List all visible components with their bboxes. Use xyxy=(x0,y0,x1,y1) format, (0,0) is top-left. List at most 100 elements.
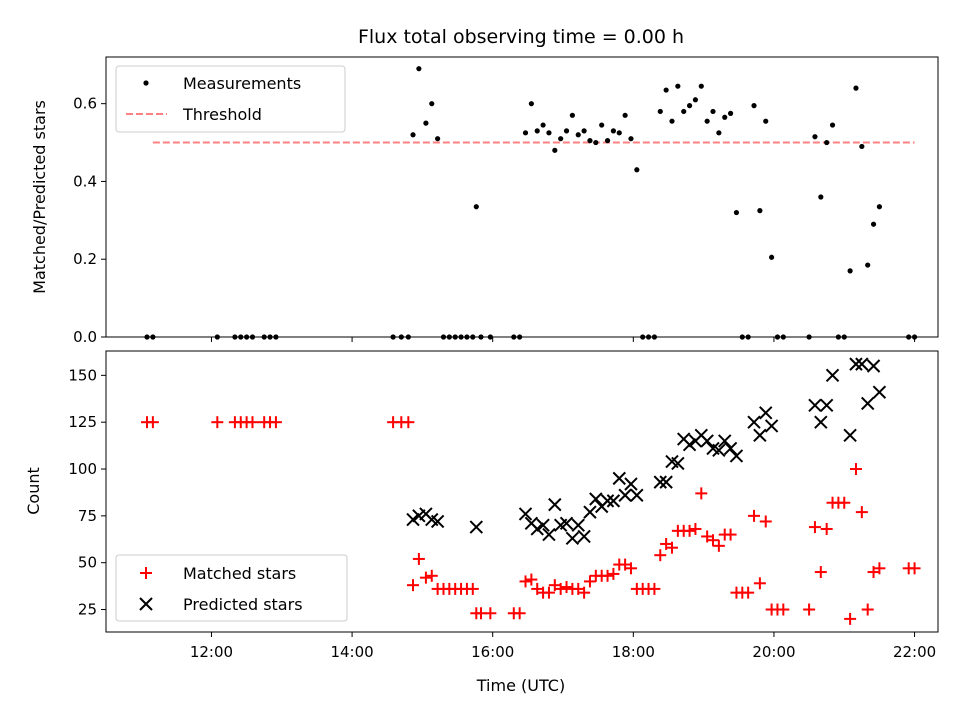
measurement-point xyxy=(464,334,470,340)
legend-predicted-label: Predicted stars xyxy=(183,595,303,614)
measurement-point xyxy=(522,130,529,136)
measurement-point xyxy=(806,334,812,340)
x-tick-label: 22:00 xyxy=(893,643,936,661)
x-axis-label: Time (UTC) xyxy=(476,676,565,695)
measurement-point xyxy=(575,132,581,138)
matched-star-point xyxy=(683,524,696,537)
predicted-star-point xyxy=(612,471,626,486)
measurement-point xyxy=(487,334,493,340)
measurement-point xyxy=(440,334,447,340)
measurement-point xyxy=(249,334,256,340)
measurement-point xyxy=(681,108,687,115)
matched-star-point xyxy=(808,521,821,534)
measurement-point xyxy=(829,122,836,128)
predicted-star-point xyxy=(855,357,869,371)
matched-star-point xyxy=(777,603,790,616)
measurement-point xyxy=(818,194,824,200)
measurement-point xyxy=(150,334,156,340)
measurement-point xyxy=(416,66,422,72)
matched-star-point xyxy=(759,515,772,528)
measurement-point xyxy=(511,334,517,340)
predicted-star-point xyxy=(536,518,550,532)
matched-star-point xyxy=(689,522,702,535)
measurement-point xyxy=(610,128,617,134)
measurement-point xyxy=(841,334,847,340)
predicted-star-point xyxy=(819,398,834,413)
count-y-tick-label: 25 xyxy=(78,601,97,619)
legend-threshold-label: Threshold xyxy=(182,105,262,124)
matched-star-point xyxy=(844,612,857,625)
measurement-point xyxy=(144,334,150,340)
matched-star-point xyxy=(712,539,725,552)
chart-title: Flux total observing time = 0.00 h xyxy=(358,26,684,48)
predicted-star-point xyxy=(559,516,574,531)
measurement-point xyxy=(214,334,220,340)
legend-matched-label: Matched stars xyxy=(183,564,296,583)
count-y-axis-label: Count xyxy=(24,467,43,515)
measurement-point xyxy=(622,112,628,118)
predicted-star-point xyxy=(747,415,761,429)
x-tick-label: 16:00 xyxy=(471,643,514,661)
matched-star-point xyxy=(525,573,538,586)
ratio-y-tick-label: 0.0 xyxy=(73,328,97,346)
ratio-legend: Measurements Threshold xyxy=(115,65,346,133)
measurement-point xyxy=(692,97,699,103)
predicted-star-point xyxy=(843,428,857,443)
matched-star-point xyxy=(554,582,567,595)
matched-star-point xyxy=(425,569,438,582)
matched-star-point xyxy=(601,569,614,582)
measurement-point xyxy=(478,334,484,340)
matched-star-point xyxy=(820,522,833,535)
predicted-star-point xyxy=(872,385,887,399)
ratio-panel: 0.0 0.2 0.4 0.6 Matched/Predicted stars Mea… xyxy=(30,56,939,346)
measurement-point xyxy=(911,334,918,340)
measurement-point xyxy=(663,87,669,93)
predicted-star-point xyxy=(583,505,597,519)
measurement-point xyxy=(534,128,540,134)
measurement-point xyxy=(751,103,757,109)
measurement-point xyxy=(616,130,622,136)
x-tick-label: 18:00 xyxy=(612,643,655,661)
count-y-tick-label: 100 xyxy=(68,460,97,478)
legend-matched-marker xyxy=(140,567,152,579)
matched-star-point xyxy=(724,528,737,541)
count-legend: Matched stars Predicted stars xyxy=(115,554,348,622)
measurement-point xyxy=(470,334,476,340)
predicted-star-point xyxy=(606,494,621,508)
measurement-point xyxy=(634,167,640,173)
measurement-point xyxy=(651,334,658,340)
matched-star-point xyxy=(742,586,755,599)
matched-star-point xyxy=(607,567,620,580)
matched-star-point xyxy=(849,463,862,476)
legend-predicted-marker xyxy=(139,597,153,611)
measurement-point xyxy=(261,334,267,340)
matched-star-point xyxy=(466,582,479,595)
matched-star-point xyxy=(873,562,886,575)
predicted-star-point xyxy=(808,398,822,413)
measurement-point xyxy=(859,143,865,150)
ratio-y-tick-label: 0.6 xyxy=(73,95,97,113)
legend-measurements-label: Measurements xyxy=(183,74,301,93)
measurement-point xyxy=(733,209,740,216)
predicted-star-point xyxy=(729,449,744,463)
predicted-star-point xyxy=(866,359,881,373)
measurement-point xyxy=(452,334,458,340)
matched-star-point xyxy=(146,416,159,429)
measurement-point xyxy=(540,122,546,128)
measurement-point xyxy=(244,334,250,340)
count-y-tick-label: 75 xyxy=(78,507,97,525)
predicted-star-point xyxy=(700,434,714,448)
matched-star-point xyxy=(648,582,661,595)
measurement-point xyxy=(835,334,841,340)
measurement-point xyxy=(710,108,716,115)
measurement-point xyxy=(604,138,611,144)
measurement-point xyxy=(458,334,464,340)
measurement-point xyxy=(232,334,238,340)
matched-star-point xyxy=(753,577,766,590)
measurement-point xyxy=(675,83,681,89)
measurement-point xyxy=(390,334,396,340)
predicted-star-point xyxy=(571,518,585,532)
measurement-point xyxy=(824,139,830,146)
matched-star-point xyxy=(419,571,432,584)
measurement-point xyxy=(739,334,745,340)
